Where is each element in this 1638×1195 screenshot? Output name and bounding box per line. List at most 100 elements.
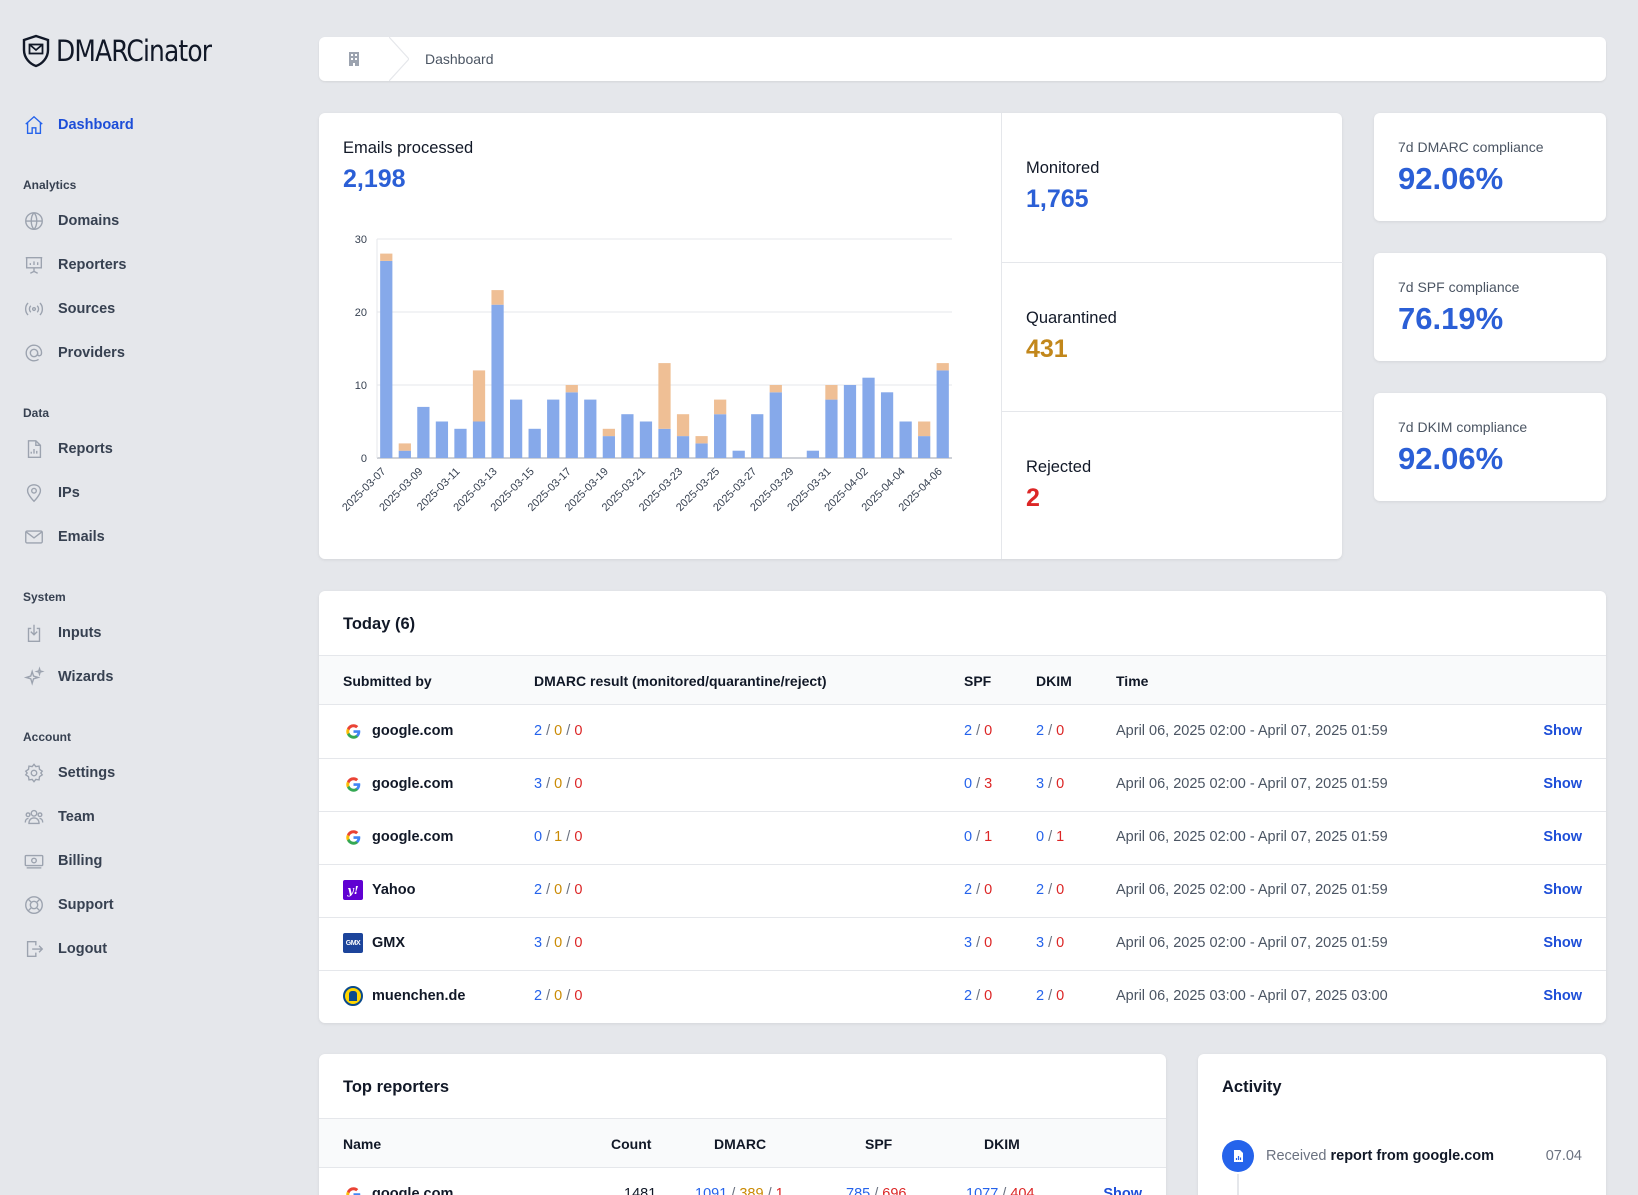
spf-pass: 0 <box>964 776 973 792</box>
nav-support[interactable]: Support <box>22 891 114 919</box>
report-icon <box>1222 1140 1254 1172</box>
bar-quarantine <box>695 436 708 444</box>
spf-pass: 3 <box>964 935 973 951</box>
activity-card: Activity Received report from google.com… <box>1198 1054 1606 1195</box>
th-dkim: DKIM <box>1036 673 1072 689</box>
nav-domains[interactable]: Domains <box>22 207 119 235</box>
nav-logout[interactable]: Logout <box>22 935 107 963</box>
bar-monitored <box>676 436 690 458</box>
activity-prefix: Received <box>1266 1148 1327 1164</box>
show-link[interactable]: Show <box>1543 776 1582 792</box>
bar-quarantine <box>380 253 393 261</box>
nav-support-label: Support <box>58 897 114 913</box>
dmarc-quarantine: 0 <box>554 935 563 951</box>
reporter-cell: muenchen.de <box>343 986 465 1006</box>
activity-subject[interactable]: report from google.com <box>1330 1148 1495 1164</box>
nav-reports[interactable]: Reports <box>22 435 113 463</box>
bar-monitored <box>602 436 615 458</box>
time-cell: April 06, 2025 02:00 - April 07, 2025 01… <box>1116 882 1388 898</box>
signal-icon <box>22 297 46 321</box>
spf-fail: 0 <box>984 882 993 898</box>
activity-item-text: Received report from google.com <box>1266 1148 1494 1164</box>
dmarc-cell: 0 / 1 / 0 <box>534 829 583 845</box>
dmarc-cell: 2 / 0 / 0 <box>534 723 583 739</box>
spf-compliance-value: 76.19% <box>1398 301 1504 336</box>
table-row: y! Yahoo 2 / 0 / 0 2 / 0 2 / 0 April 06, 2025… <box>319 865 1606 918</box>
bar-monitored <box>454 428 467 458</box>
reporter-cell: GMX GMX <box>343 933 405 953</box>
nav-inputs[interactable]: Inputs <box>22 619 102 647</box>
bar-monitored <box>435 421 449 458</box>
show-link[interactable]: Show <box>1103 1186 1142 1195</box>
nav-wizards[interactable]: Wizards <box>22 663 113 691</box>
presentation-chart-icon <box>22 253 46 277</box>
dkim-pass: 2 <box>1036 882 1045 898</box>
dmarc-quarantine: 0 <box>554 776 563 792</box>
emails-chart: 01020302025-03-072025-03-092025-03-11202… <box>340 234 952 514</box>
emails-processed-value: 2,198 <box>343 165 406 193</box>
dmarc-monitored: 2 <box>534 988 543 1004</box>
breadcrumb-home[interactable] <box>319 37 389 81</box>
dmarc-compliance-value: 92.06% <box>1398 161 1504 196</box>
reporter-cell: google.com <box>343 827 453 847</box>
bar-monitored <box>843 385 857 458</box>
dmarc-monitored: 3 <box>534 935 543 951</box>
banknotes-icon <box>22 849 46 873</box>
show-link[interactable]: Show <box>1543 988 1582 1004</box>
spf-compliance-label: 7d SPF compliance <box>1398 279 1520 295</box>
reporter-name: GMX <box>372 935 406 951</box>
nav-dashboard[interactable]: Dashboard <box>22 111 134 139</box>
nav-team[interactable]: Team <box>22 803 95 831</box>
time-cell: April 06, 2025 03:00 - April 07, 2025 03… <box>1116 988 1388 1004</box>
nav-domains-label: Domains <box>58 213 120 229</box>
bar-monitored <box>769 392 782 458</box>
dkim-fail: 1 <box>1056 829 1065 845</box>
bar-monitored <box>547 399 560 458</box>
dmarc-compliance-label: 7d DMARC compliance <box>1398 139 1544 155</box>
show-link[interactable]: Show <box>1543 829 1582 845</box>
show-link[interactable]: Show <box>1543 935 1582 951</box>
time-cell: April 06, 2025 02:00 - April 07, 2025 01… <box>1116 776 1388 792</box>
google-icon <box>343 721 363 741</box>
reporter-name: muenchen.de <box>372 988 466 1004</box>
today-table-header: Submitted by DMARC result (monitored/qua… <box>319 655 1606 705</box>
bar-quarantine <box>658 363 671 429</box>
nav-section-data: Data <box>23 406 50 420</box>
show-link[interactable]: Show <box>1543 723 1582 739</box>
dmarc-reject: 0 <box>574 776 583 792</box>
nav-dashboard-label: Dashboard <box>58 117 134 133</box>
dkim-cell: 3 / 0 <box>1036 935 1065 951</box>
dmarc-quarantine: 0 <box>554 988 563 1004</box>
dmarc-reject: 1 <box>775 1186 784 1195</box>
nav-emails[interactable]: Emails <box>22 523 105 551</box>
dmarc-monitored: 2 <box>534 723 543 739</box>
bar-quarantine <box>676 414 690 437</box>
nav-logout-label: Logout <box>58 941 108 957</box>
app-logo[interactable]: DMARCinator <box>22 34 236 68</box>
dkim-pass: 0 <box>1036 829 1045 845</box>
nav-providers[interactable]: Providers <box>22 339 125 367</box>
nav-sources[interactable]: Sources <box>22 295 115 323</box>
reporter-cell: google.com <box>343 774 453 794</box>
nav-team-label: Team <box>58 809 95 825</box>
dkim-fail: 404 <box>1010 1186 1035 1195</box>
dkim-cell: 3 / 0 <box>1036 776 1065 792</box>
nav-billing[interactable]: Billing <box>22 847 102 875</box>
emails-processed-card: Emails processed 2,198 0 10 20 30 2025-03-07… <box>319 113 1343 559</box>
nav-section-analytics: Analytics <box>23 178 77 192</box>
dmarc-reject: 0 <box>574 935 583 951</box>
nav-ips[interactable]: IPs <box>22 479 80 507</box>
breadcrumb-separator <box>389 37 409 81</box>
spf-compliance-card: 7d SPF compliance 76.19% <box>1374 253 1606 361</box>
google-icon <box>343 774 363 794</box>
dmarc-monitored: 3 <box>534 776 543 792</box>
y-tick-label: 20 <box>355 307 367 319</box>
show-link[interactable]: Show <box>1543 882 1582 898</box>
yahoo-icon: y! <box>343 880 363 900</box>
quarantined-stat: Quarantined 431 <box>1002 262 1343 411</box>
nav-settings[interactable]: Settings <box>22 759 115 787</box>
nav-reporters[interactable]: Reporters <box>22 251 127 279</box>
th-dmarc: DMARC <box>714 1136 767 1152</box>
dkim-compliance-card: 7d DKIM compliance 92.06% <box>1374 393 1606 501</box>
table-row: muenchen.de 2 / 0 / 0 2 / 0 2 / 0 April 06, … <box>319 971 1606 1023</box>
